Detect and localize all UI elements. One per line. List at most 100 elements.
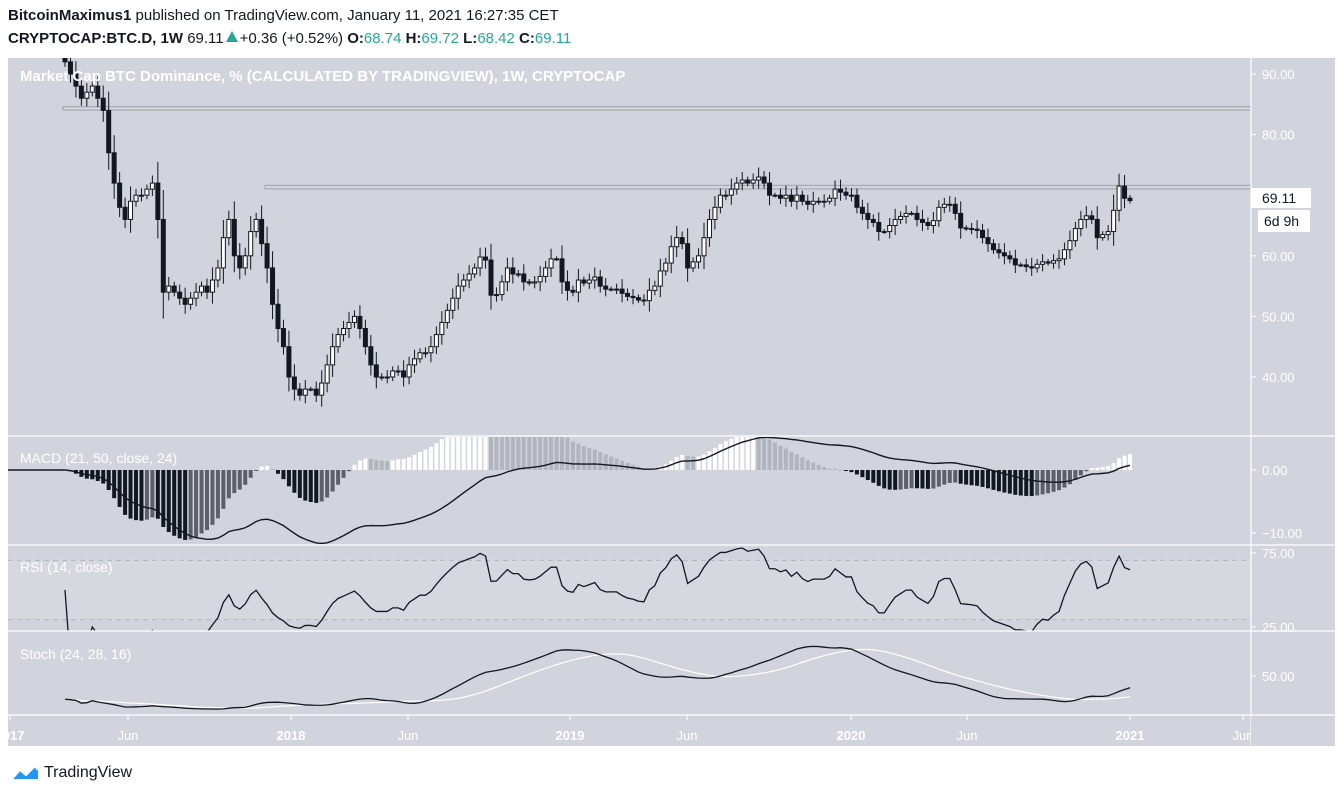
candle-down	[980, 229, 986, 239]
resistance-level	[62, 106, 1251, 111]
macd-histogram-bar	[560, 437, 564, 470]
author-name[interactable]: BitcoinMaximus1	[8, 7, 132, 24]
macd-histogram-bar	[1002, 470, 1007, 493]
macd-histogram-bar	[876, 470, 881, 486]
candle-up	[1051, 260, 1057, 264]
candle-down	[1023, 264, 1029, 268]
macd-histogram-bar	[155, 470, 160, 519]
candle-up	[330, 346, 336, 366]
macd-histogram-bar	[450, 437, 455, 470]
countdown-box	[1258, 210, 1310, 232]
candle-up	[89, 85, 95, 93]
time-tick-label: 2020	[837, 728, 866, 743]
macd-histogram-bar	[385, 461, 390, 470]
candle-up	[455, 285, 461, 299]
low-value: 68.42	[477, 30, 515, 47]
candle-down	[990, 243, 996, 251]
macd-histogram-bar	[751, 437, 756, 470]
macd-histogram-bar	[816, 464, 821, 470]
macd-histogram-bar	[128, 470, 133, 519]
chart-background	[8, 58, 1335, 746]
macd-histogram-bar	[478, 437, 483, 470]
candle-down	[177, 291, 183, 299]
stoch-title: Stoch (24, 28, 16)	[20, 646, 131, 662]
candle-up	[504, 267, 510, 283]
price-pane[interactable]	[62, 47, 1251, 407]
candle-down	[275, 303, 281, 330]
macd-histogram-bar	[106, 470, 111, 490]
macd-histogram-bar	[1111, 463, 1116, 470]
macd-histogram-bar	[745, 437, 750, 470]
macd-histogram-bar	[827, 468, 832, 470]
up-arrow-icon	[225, 31, 238, 42]
macd-histogram-bar	[909, 470, 914, 489]
candle-up	[84, 91, 90, 99]
macd-histogram-bar	[521, 437, 526, 470]
low-label: L:	[463, 30, 478, 47]
macd-histogram-bar	[592, 449, 597, 470]
macd-histogram-bar	[161, 470, 166, 528]
macd-histogram-bar	[112, 470, 117, 499]
candle-up	[887, 225, 893, 233]
candle-down	[865, 212, 871, 220]
last-price: 69.11	[187, 30, 224, 47]
macd-histogram-bar	[347, 470, 351, 472]
macd-histogram-bar	[936, 470, 941, 487]
symbol-label[interactable]: CRYPTOCAP:BTC.D, 1W	[8, 30, 184, 47]
price-tick-label: 60.00	[1262, 249, 1295, 264]
macd-histogram-bar	[778, 445, 783, 470]
candle-down	[286, 346, 292, 378]
open-value: 68.74	[363, 30, 402, 47]
candle-up	[821, 200, 827, 203]
high-value: 69.72	[421, 30, 459, 47]
price-change: +0.36 (+0.52%)	[239, 30, 344, 47]
macd-histogram-bar	[456, 437, 461, 470]
macd-histogram-bar	[740, 437, 745, 470]
tradingview-logo[interactable]: TradingView	[10, 764, 132, 782]
rsi-pane[interactable]	[8, 547, 1251, 664]
candle-down	[876, 221, 882, 233]
stoch-pane[interactable]	[64, 645, 1131, 710]
candle-down	[1127, 197, 1133, 202]
macd-histogram-bar	[947, 470, 952, 483]
macd-histogram-bar	[953, 470, 958, 483]
macd-histogram-bar	[314, 470, 319, 503]
macd-histogram-bar	[975, 470, 980, 486]
macd-histogram-bar	[472, 437, 477, 470]
candle-up	[941, 203, 947, 208]
time-tick-label: Jun	[1233, 728, 1254, 743]
time-tick-label: Jun	[677, 728, 698, 743]
candle-down	[259, 218, 265, 245]
macd-histogram-bar	[494, 437, 499, 470]
macd-histogram-bar	[407, 457, 412, 470]
candle-up	[466, 273, 472, 281]
macd-histogram-bar	[718, 443, 723, 470]
candle-up	[412, 358, 418, 366]
macd-histogram-bar	[226, 470, 231, 499]
candle-up	[308, 388, 314, 391]
macd-pane[interactable]	[8, 407, 1132, 545]
macd-histogram-bar	[505, 437, 510, 470]
candle-up	[848, 194, 854, 197]
symbol-legend: CRYPTOCAP:BTC.D, 1W 69.11 +0.36 (+0.52%) …	[8, 30, 571, 47]
candle-down	[838, 188, 844, 193]
candle-up	[209, 279, 215, 293]
macd-histogram-bar	[986, 470, 990, 489]
macd-histogram-bar	[723, 441, 728, 470]
macd-histogram-bar	[1018, 470, 1023, 496]
candle-up	[1018, 264, 1024, 267]
macd-histogram-bar	[1035, 470, 1040, 496]
macd-histogram-bar	[489, 437, 493, 470]
macd-histogram-bar	[685, 456, 690, 470]
candle-up	[242, 255, 248, 269]
macd-histogram-bar	[860, 470, 865, 478]
candle-up	[395, 370, 401, 373]
candle-down	[581, 279, 587, 284]
candle-up	[417, 352, 423, 360]
candle-down	[73, 73, 79, 87]
candle-up	[215, 267, 221, 281]
macd-histogram-bar	[101, 470, 106, 484]
candle-down	[859, 206, 865, 214]
macd-histogram-bar	[581, 446, 586, 470]
